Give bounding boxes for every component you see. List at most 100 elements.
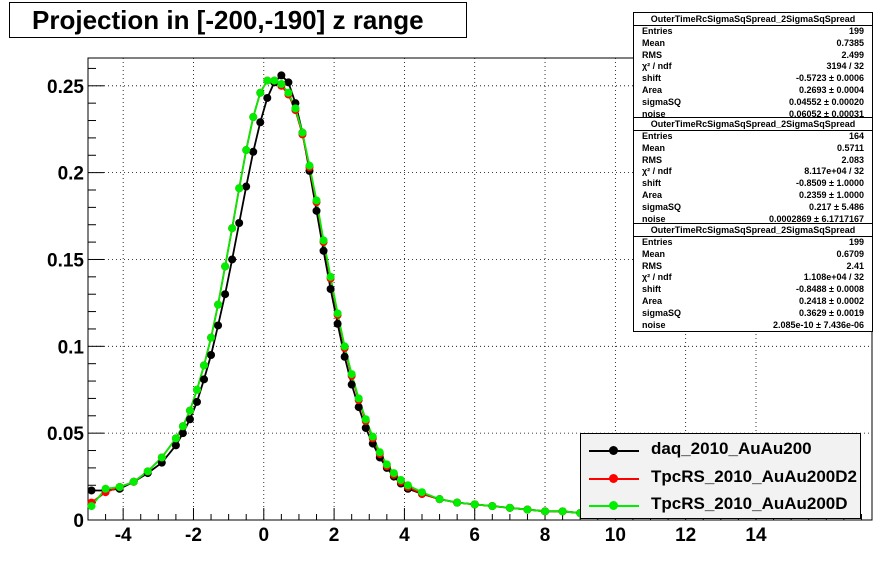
- stats-key: shift: [642, 73, 661, 84]
- data-point-2: [326, 272, 335, 281]
- data-point-2: [396, 476, 405, 485]
- stats-value: 0.04552 ± 0.00020: [788, 96, 864, 107]
- stats-header: OuterTimeRcSigmaSqSpread_2SigmaSqSpread: [634, 224, 872, 237]
- stats-key: Entries: [642, 237, 673, 247]
- stats-value: 0.7385: [836, 37, 864, 48]
- stats-box-tpcrs-d: OuterTimeRcSigmaSqSpread_2SigmaSqSpread E…: [633, 223, 873, 333]
- stats-box-tpcrs-d2: OuterTimeRcSigmaSqSpread_2SigmaSqSpread E…: [633, 117, 873, 227]
- stats-key: RMS: [642, 49, 662, 60]
- data-point-2: [277, 80, 286, 89]
- data-point-2: [263, 76, 272, 85]
- data-point-2: [354, 394, 363, 403]
- stats-box-daq: OuterTimeRcSigmaSqSpread_2SigmaSqSpread E…: [633, 12, 873, 122]
- stats-row: Entries 199: [634, 237, 872, 249]
- data-point-2: [541, 507, 550, 516]
- stats-value: 0.2693 ± 0.0004: [799, 84, 864, 95]
- stats-value: 2.085e-10 ± 7.436e-06: [772, 319, 864, 330]
- data-point-0: [263, 93, 272, 102]
- stats-key: Area: [642, 295, 663, 306]
- data-point-0: [171, 441, 180, 450]
- stats-key: shift: [642, 178, 661, 189]
- data-point-2: [389, 469, 398, 478]
- stats-key: Mean: [642, 248, 666, 259]
- y-tick-label: 0.2: [58, 164, 84, 185]
- stats-value: 199: [848, 26, 864, 36]
- stats-value: -0.8488 ± 0.0008: [796, 284, 864, 295]
- stats-row: χ² / ndf 8.117e+04 / 32: [634, 166, 872, 178]
- legend-marker-tpcrs-d: [609, 501, 618, 510]
- data-point-0: [214, 321, 223, 330]
- x-tick-label: 2: [329, 525, 340, 546]
- x-tick-label: 8: [540, 525, 551, 546]
- data-point-2: [221, 262, 230, 271]
- stats-key: noise: [642, 319, 666, 330]
- data-point-0: [347, 380, 356, 389]
- data-point-2: [558, 507, 567, 516]
- stats-row: RMS 2.41: [634, 261, 872, 273]
- legend-label-daq: daq_2010_AuAu200: [651, 439, 812, 458]
- stats-key: RMS: [642, 154, 662, 165]
- stats-row: Area 0.2693 ± 0.0004: [634, 85, 872, 97]
- data-point-2: [375, 448, 384, 457]
- stats-value: -0.5723 ± 0.0006: [796, 73, 864, 84]
- data-point-2: [523, 505, 532, 514]
- stats-value: 0.2359 ± 1.0000: [799, 189, 864, 200]
- stats-row: sigmaSQ 0.04552 ± 0.00020: [634, 97, 872, 109]
- data-point-0: [312, 206, 321, 215]
- legend-marker-tpcrs-d2: [609, 474, 618, 483]
- stats-row: shift -0.5723 ± 0.0006: [634, 73, 872, 85]
- data-point-2: [242, 146, 251, 155]
- stats-value: 0.217 ± 5.486: [809, 201, 864, 212]
- stats-row: shift -0.8488 ± 0.0008: [634, 284, 872, 296]
- stats-header: OuterTimeRcSigmaSqSpread_2SigmaSqSpread: [634, 118, 872, 131]
- data-point-0: [361, 423, 370, 432]
- data-point-0: [228, 255, 237, 264]
- data-point-2: [171, 434, 180, 443]
- stats-row: Mean 0.7385: [634, 38, 872, 50]
- stats-value: 1.108e+04 / 32: [803, 272, 864, 283]
- data-point-2: [143, 467, 152, 476]
- stats-row: sigmaSQ 0.3629 ± 0.0019: [634, 308, 872, 320]
- x-tick-label: 0: [258, 525, 269, 546]
- stats-value: 2.499: [841, 49, 864, 60]
- stats-row: noise 2.085e-10 ± 7.436e-06: [634, 320, 872, 332]
- data-point-2: [305, 161, 314, 170]
- stats-value: -0.8509 ± 1.0000: [796, 178, 864, 189]
- stats-row: Mean 0.6709: [634, 249, 872, 261]
- data-point-2: [228, 224, 237, 233]
- data-point-2: [129, 477, 138, 486]
- stats-value: 2.41: [846, 260, 864, 271]
- data-point-2: [249, 113, 258, 122]
- data-point-0: [192, 397, 201, 406]
- legend-item-daq: daq_2010_AuAu200: [581, 437, 860, 463]
- x-tick-label: 12: [675, 525, 696, 546]
- data-point-0: [256, 118, 265, 127]
- data-point-2: [87, 502, 96, 511]
- data-point-2: [270, 76, 279, 85]
- data-point-2: [298, 128, 307, 137]
- stats-row: Area 0.2359 ± 1.0000: [634, 190, 872, 202]
- data-point-0: [235, 219, 244, 227]
- y-tick-label: 0.15: [47, 250, 84, 271]
- stats-value: 164: [848, 131, 864, 141]
- stats-row: χ² / ndf 1.108e+04 / 32: [634, 272, 872, 284]
- data-point-2: [382, 460, 391, 469]
- data-point-2: [235, 184, 244, 193]
- stats-key: χ² / ndf: [642, 166, 672, 177]
- data-point-0: [178, 429, 187, 438]
- stats-value: 0.0002869 ± 6.1717167: [768, 213, 864, 224]
- data-point-0: [277, 71, 286, 80]
- data-point-2: [115, 483, 124, 491]
- data-point-2: [291, 104, 300, 113]
- data-point-0: [326, 285, 335, 293]
- stats-value: 0.3629 ± 0.0019: [799, 307, 864, 318]
- data-point-2: [347, 370, 356, 379]
- data-point-2: [453, 498, 462, 507]
- data-point-2: [101, 484, 110, 493]
- legend-item-tpcrs-d2: TpcRS_2010_AuAu200D2: [581, 465, 860, 491]
- stats-value: 8.117e+04 / 32: [804, 166, 864, 177]
- data-point-0: [319, 246, 328, 255]
- stats-row: Entries 164: [634, 131, 872, 143]
- stats-header: OuterTimeRcSigmaSqSpread_2SigmaSqSpread: [634, 13, 872, 26]
- data-point-2: [505, 503, 514, 512]
